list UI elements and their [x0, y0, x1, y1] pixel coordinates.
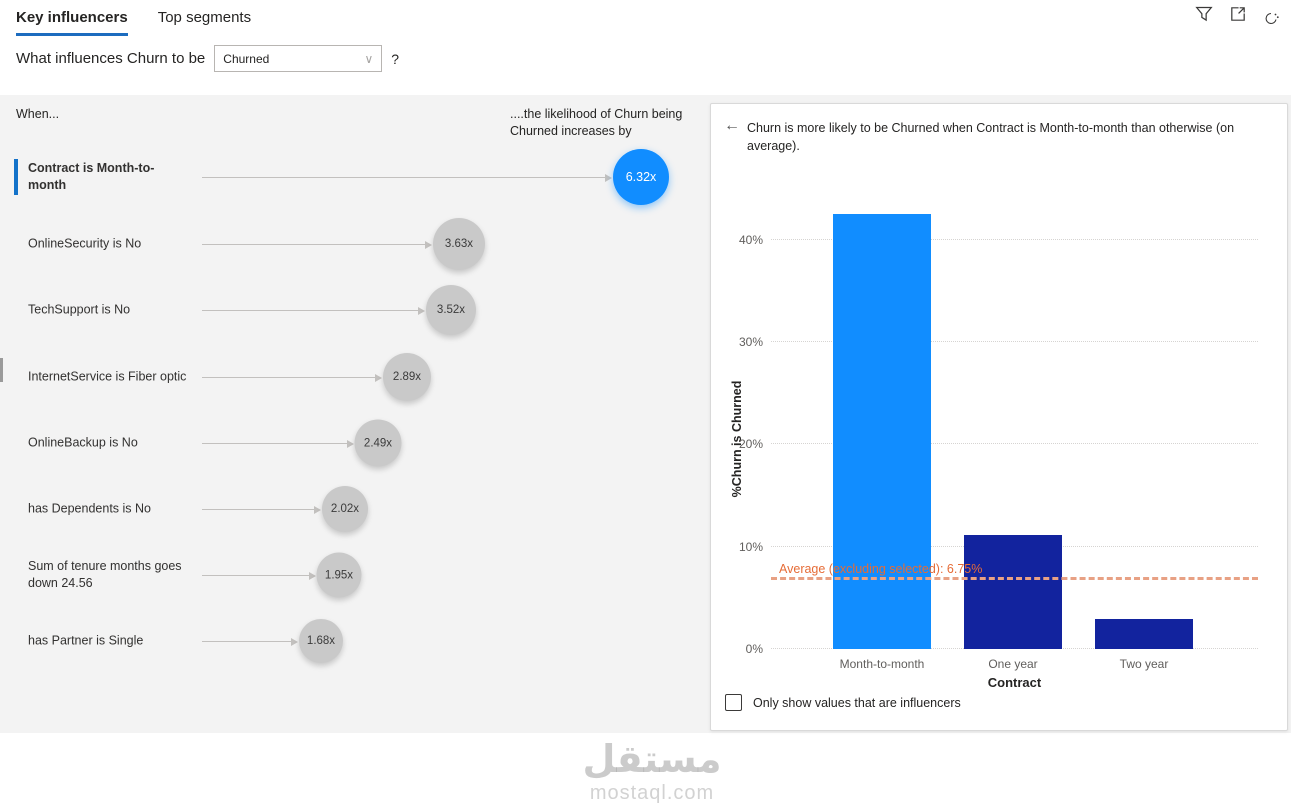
focus-mode-icon[interactable] [1227, 3, 1249, 25]
x-tick-label: Month-to-month [839, 657, 925, 671]
influencer-label: TechSupport is No [28, 302, 131, 317]
influencer-bubble[interactable]: 3.63x [433, 218, 485, 270]
connector-arrow [202, 505, 321, 514]
question-suffix: ? [391, 50, 400, 67]
question-prefix: What influences Churn to be [16, 50, 206, 67]
connector-arrow [202, 571, 315, 580]
connector-arrow [202, 439, 353, 448]
watermark: مستقل mostaql.com [552, 739, 752, 805]
connector-arrow [202, 637, 298, 646]
influencer-bubble[interactable]: 1.68x [299, 619, 343, 663]
tab-key-influencers[interactable]: Key influencers [16, 9, 128, 36]
chevron-down-icon: ∨ [364, 51, 374, 66]
filter-icon[interactable] [1193, 3, 1215, 25]
visual-header-icons [1193, 3, 1283, 30]
gridline [771, 443, 1258, 444]
dropdown-selected-value: Churned [223, 51, 270, 66]
y-tick-label: 20% [738, 437, 763, 451]
connector-arrow [202, 240, 432, 249]
back-arrow-icon[interactable]: ← [724, 117, 740, 134]
view-tabs: Key influencers Top segments [16, 9, 251, 36]
key-influencers-body: When... ....the likelihood of Churn bein… [0, 95, 1291, 804]
detail-description: Churn is more likely to be Churned when … [747, 121, 1235, 154]
question-row: What influences Churn to be Churned ∨ ? [16, 45, 399, 72]
bar-one-year[interactable] [964, 534, 1062, 649]
connector-arrow [202, 173, 612, 182]
likelihood-label: ....the likelihood of Churn being Churne… [510, 107, 683, 138]
influencer-label: has Partner is Single [28, 633, 144, 648]
influencer-label: InternetService is Fiber optic [28, 369, 187, 384]
average-line-label: Average (excluding selected): 6.75% [779, 562, 983, 576]
influencer-label: Sum of tenure months goes down 24.56 [28, 559, 182, 590]
watermark-domain: mostaql.com [589, 781, 715, 804]
gridline [771, 341, 1258, 342]
x-axis-title: Contract [987, 675, 1042, 690]
influencer-detail-card: ← Churn is more likely to be Churned whe… [710, 103, 1288, 731]
influencer-label: Contract is Month-to-month [28, 161, 155, 192]
churn-value-dropdown[interactable]: Churned ∨ [214, 45, 383, 72]
watermark-arabic: مستقل [582, 739, 722, 781]
influencers-filter-row: Only show values that are influencers [725, 694, 961, 711]
influencer-bubble[interactable]: 2.49x [354, 419, 402, 467]
y-tick-label: 0% [745, 642, 763, 656]
y-tick-label: 40% [738, 233, 763, 247]
connector-arrow [202, 306, 425, 315]
scrollbar-thumb[interactable] [0, 358, 3, 382]
connector-arrow [202, 373, 382, 382]
checkbox-label: Only show values that are influencers [753, 695, 961, 710]
x-tick-label: One year [988, 657, 1038, 671]
analyze-icon[interactable] [1261, 8, 1283, 30]
influencer-bubble[interactable]: 6.32x [613, 149, 669, 205]
influencer-label: OnlineSecurity is No [28, 236, 142, 251]
influencer-bubble[interactable]: 2.89x [383, 353, 431, 401]
y-tick-label: 30% [738, 335, 763, 349]
influencer-label: has Dependents is No [28, 501, 151, 516]
influencer-bubble[interactable]: 1.95x [316, 552, 362, 598]
influencer-bubble[interactable]: 2.02x [322, 486, 368, 532]
influencer-bubble[interactable]: 3.52x [426, 285, 476, 335]
x-tick-label: Two year [1119, 657, 1169, 671]
influencer-label: OnlineBackup is No [28, 435, 138, 450]
only-influencers-checkbox[interactable] [725, 694, 742, 711]
y-tick-label: 10% [738, 540, 763, 554]
bar-month-to-month[interactable] [833, 213, 931, 649]
when-label: When... [16, 107, 60, 121]
bar-chart-plot: 0% 10% 20% 30% 40% Average (excluding se… [739, 189, 1258, 656]
bar-two-year[interactable] [1095, 619, 1193, 649]
tab-top-segments[interactable]: Top segments [157, 9, 252, 26]
gridline [771, 239, 1258, 240]
selected-accent-bar [14, 159, 18, 195]
average-reference-line [771, 577, 1258, 580]
